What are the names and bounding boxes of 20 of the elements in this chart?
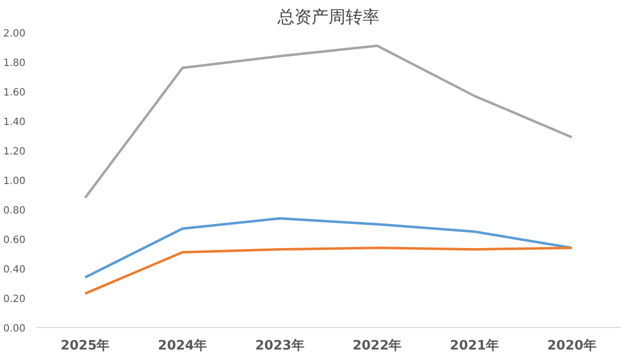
x-tick-label: 2020年 [547, 338, 596, 354]
x-tick-label: 2022年 [352, 338, 402, 354]
chart-title: 总资产周转率 [276, 8, 380, 28]
x-tick-label: 2025年 [60, 338, 110, 354]
y-tick-label: 1.60 [3, 88, 26, 98]
x-tick-label: 2023年 [255, 338, 304, 354]
y-tick-label: 0.80 [3, 206, 26, 216]
y-tick-label: 1.80 [3, 58, 26, 69]
y-tick-label: 0.40 [3, 264, 26, 276]
y-tick-label: 0.60 [3, 235, 26, 246]
y-tick-label: 1.00 [3, 176, 26, 187]
x-tick-label: 2024年 [158, 338, 208, 354]
x-tick-label: 2021年 [450, 338, 500, 354]
line-series [84, 44, 574, 199]
y-tick-label: 1.40 [3, 117, 26, 128]
y-tick-label: 0.00 [3, 324, 26, 334]
y-tick-label: 2.00 [3, 28, 26, 40]
y-tick-label: 1.20 [3, 146, 26, 158]
line-series [84, 246, 574, 295]
y-tick-label: 0.20 [3, 294, 26, 305]
